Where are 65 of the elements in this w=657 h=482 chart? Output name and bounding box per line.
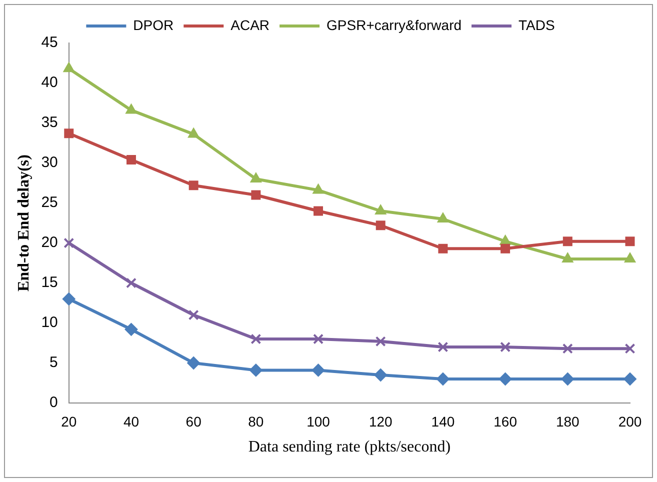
point	[498, 372, 512, 386]
point	[249, 364, 262, 377]
point	[500, 244, 510, 254]
point	[562, 343, 573, 354]
point	[624, 252, 636, 262]
point	[250, 172, 262, 182]
point	[374, 368, 388, 382]
legend-label: GPSR+carry&forward	[326, 16, 462, 33]
point	[64, 128, 74, 138]
x-tick-label: 180	[556, 413, 580, 430]
point	[126, 104, 137, 114]
point	[312, 184, 324, 194]
point	[64, 238, 74, 248]
point	[562, 252, 574, 262]
point	[251, 190, 261, 200]
y-tick-label: 45	[41, 34, 58, 52]
point	[374, 204, 386, 214]
point	[625, 236, 635, 246]
y-tick-label: 5	[50, 354, 58, 372]
point	[126, 278, 136, 288]
x-tick-label: 200	[618, 413, 642, 430]
x-tick-label: 20	[61, 413, 77, 430]
legend-label: DPOR	[133, 16, 174, 33]
x-tick-label: 60	[186, 413, 202, 430]
point	[250, 334, 262, 344]
point	[561, 372, 574, 386]
point	[312, 364, 325, 377]
point	[375, 336, 386, 347]
point	[314, 206, 324, 216]
point	[500, 342, 511, 352]
x-tick-label: 160	[494, 413, 518, 430]
point	[62, 292, 76, 306]
y-axis-title: End-to End delay(s)	[16, 154, 33, 292]
point	[188, 310, 199, 320]
x-tick-label: 100	[306, 413, 330, 430]
legend-label: ACAR	[230, 16, 270, 33]
legend-label: TADS	[518, 16, 555, 33]
point	[313, 334, 324, 344]
y-tick-label: 20	[41, 234, 58, 252]
point	[124, 322, 138, 336]
point	[562, 236, 572, 246]
point	[188, 128, 200, 138]
y-tick-label: 30	[41, 154, 58, 172]
point	[126, 155, 136, 165]
x-tick-label: 40	[123, 413, 140, 430]
point	[187, 356, 200, 370]
y-tick-label: 0	[50, 394, 58, 412]
y-tick-label: 40	[41, 74, 58, 92]
y-tick-label: 10	[41, 314, 58, 332]
x-axis-title: Data sending rate (pkts/second)	[248, 438, 451, 456]
point	[438, 342, 448, 352]
y-tick-label: 25	[41, 194, 58, 212]
y-tick-label: 15	[41, 274, 58, 292]
point	[437, 212, 449, 222]
x-tick-label: 120	[368, 413, 393, 430]
y-tick-label: 35	[41, 114, 58, 132]
point	[624, 372, 636, 386]
point	[436, 372, 450, 386]
point	[438, 244, 448, 254]
x-tick-label: 140	[431, 413, 455, 430]
point	[376, 220, 386, 230]
point	[188, 180, 198, 190]
x-tick-label: 80	[248, 413, 264, 430]
point	[63, 62, 75, 72]
point	[624, 343, 636, 354]
